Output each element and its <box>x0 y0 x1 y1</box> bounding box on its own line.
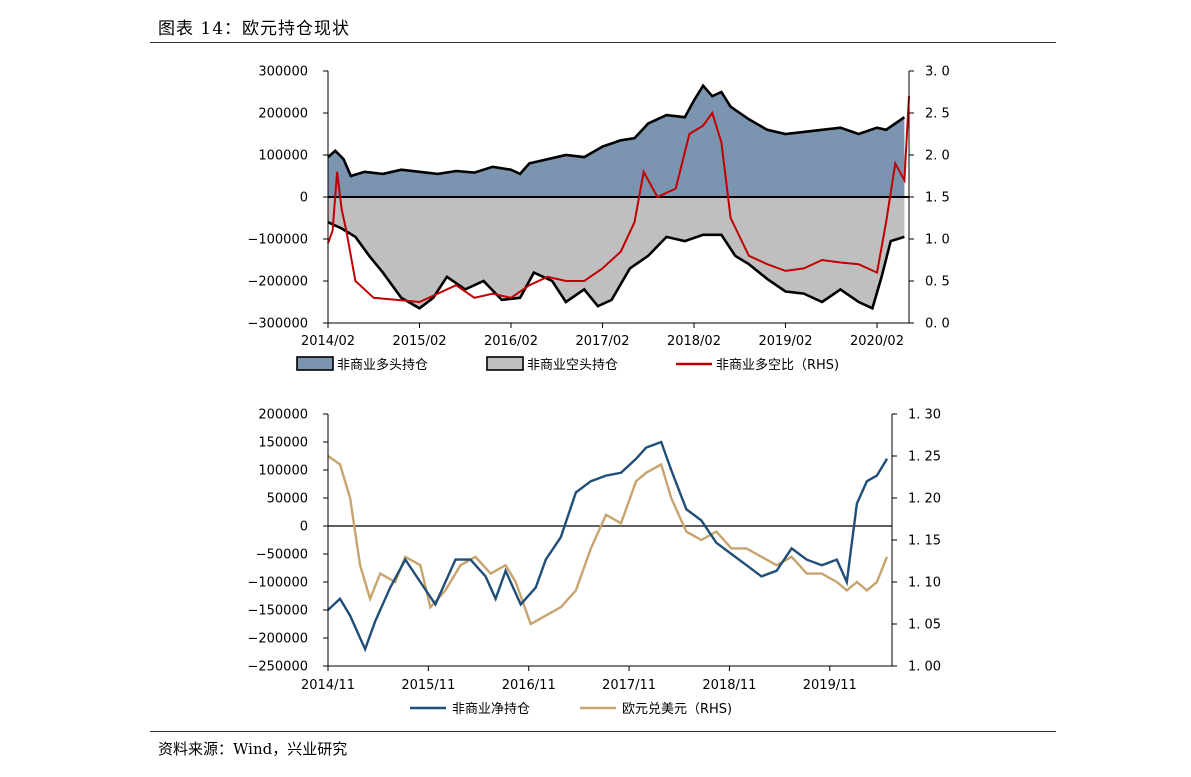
x-tick-label: 2017/11 <box>602 678 656 693</box>
long-position-outline <box>327 83 906 178</box>
legend-label-short: 非商业空头持仓 <box>527 358 618 373</box>
right-tick-label: 0. 5 <box>925 275 950 290</box>
x-tick-label: 2016/02 <box>484 334 538 349</box>
long-position-area <box>328 85 905 197</box>
right-tick-label: 1. 15 <box>908 534 941 549</box>
left-tick-label: −200000 <box>247 275 308 290</box>
legend-label-eurusd: 欧元兑美元（RHS) <box>622 702 732 717</box>
left-tick-label: −100000 <box>247 576 308 591</box>
bottom-rule <box>150 731 1056 732</box>
x-tick-label: 2018/02 <box>667 334 721 349</box>
right-tick-label: 1. 25 <box>908 450 941 465</box>
left-tick-label: −150000 <box>247 604 308 619</box>
x-tick-label: 2015/11 <box>401 678 455 693</box>
x-tick-label: 2014/11 <box>301 678 355 693</box>
net-position-line <box>327 440 889 653</box>
left-tick-label: 200000 <box>258 408 308 423</box>
left-tick-label: −50000 <box>256 548 308 563</box>
left-tick-label: 200000 <box>258 107 308 122</box>
top-rule <box>150 42 1056 43</box>
x-tick-label: 2019/02 <box>758 334 812 349</box>
legend-label-long: 非商业多头持仓 <box>337 357 428 373</box>
left-tick-label: 150000 <box>258 436 308 451</box>
legend-swatch-long <box>296 356 334 371</box>
left-tick-label: −250000 <box>247 660 308 675</box>
chart-net-positions: 200000 150000 100000 50000 0 −50000 −100000 −15… <box>247 408 941 718</box>
x-tick-label: 2020/02 <box>850 334 904 349</box>
x-tick-label: 2019/11 <box>803 678 857 693</box>
left-tick-label: −200000 <box>247 632 308 647</box>
legend-label-net: 非商业净持仓 <box>452 702 530 717</box>
legend-label-ratio: 非商业多空比（RHS) <box>716 357 839 373</box>
x-tick-label: 2017/02 <box>575 334 629 349</box>
legend-swatch-short <box>486 356 524 371</box>
x-tick-label: 2015/02 <box>392 334 446 349</box>
x-tick-label: 2016/11 <box>502 678 556 693</box>
right-tick-label: 3. 0 <box>925 65 950 80</box>
short-position-area <box>328 197 905 309</box>
left-tick-label: 100000 <box>258 149 308 164</box>
right-tick-label: 1. 5 <box>925 191 950 206</box>
x-tick-label: 2014/02 <box>301 334 355 349</box>
left-tick-label: 100000 <box>258 464 308 479</box>
figure-title: 图表 14：欧元持仓现状 <box>158 19 351 39</box>
source-note: 资料来源：Wind，兴业研究 <box>158 740 348 758</box>
left-tick-label: −300000 <box>247 317 308 332</box>
right-tick-label: 2. 0 <box>925 149 950 164</box>
right-tick-label: 1. 00 <box>908 660 941 675</box>
left-tick-label: 50000 <box>267 492 308 507</box>
x-tick-label: 2018/11 <box>702 678 756 693</box>
right-tick-label: 1. 05 <box>908 618 941 633</box>
left-tick-label: 300000 <box>258 65 308 80</box>
eurusd-line <box>327 455 889 626</box>
left-tick-label: −100000 <box>247 233 308 248</box>
long-short-ratio-line <box>327 96 910 304</box>
right-tick-label: 0. 0 <box>925 317 950 332</box>
right-tick-label: 1. 0 <box>925 233 950 248</box>
short-position-outline <box>327 221 905 311</box>
left-tick-label: 0 <box>300 191 308 206</box>
left-tick-label: 0 <box>300 520 308 535</box>
right-tick-label: 1. 30 <box>908 408 941 423</box>
right-tick-label: 1. 10 <box>908 576 941 591</box>
right-tick-label: 2. 5 <box>925 107 950 122</box>
right-tick-label: 1. 20 <box>908 492 941 507</box>
chart-positions: 300000 200000 100000 0 −100000 −200000 −300000… <box>247 65 949 374</box>
